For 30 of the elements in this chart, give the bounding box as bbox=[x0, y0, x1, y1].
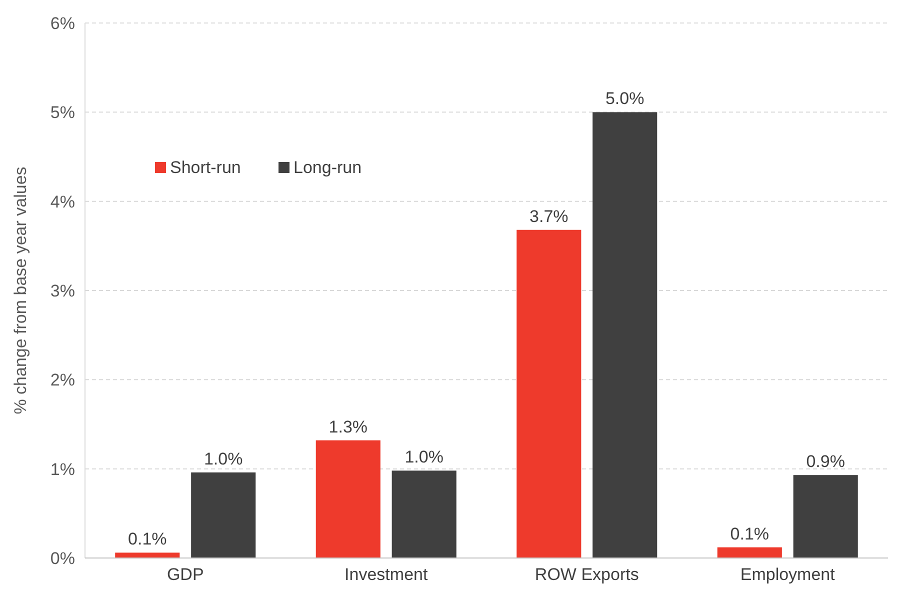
x-tick-label: Investment bbox=[344, 565, 428, 584]
legend-label: Long-run bbox=[294, 158, 362, 177]
y-axis-title: % change from base year values bbox=[11, 166, 30, 414]
bar bbox=[115, 552, 180, 558]
x-tick-label: GDP bbox=[166, 565, 204, 584]
bar bbox=[592, 112, 658, 558]
data-label: 0.1% bbox=[730, 524, 770, 544]
data-label: 0.1% bbox=[128, 530, 167, 549]
y-tick-label: 3% bbox=[50, 281, 75, 300]
x-tick-label: Employment bbox=[740, 565, 836, 584]
x-tick-label: ROW Exports bbox=[534, 565, 639, 584]
data-label: 1.3% bbox=[328, 417, 368, 436]
y-tick-label: 5% bbox=[50, 103, 75, 122]
y-tick-label: 4% bbox=[50, 192, 75, 212]
y-tick-label: 6% bbox=[50, 14, 75, 33]
legend-label: Short-run bbox=[170, 158, 241, 177]
data-label: 0.9% bbox=[806, 452, 845, 472]
bar bbox=[516, 230, 582, 558]
y-tick-label: 2% bbox=[50, 370, 75, 390]
data-label: 1.0% bbox=[404, 448, 444, 467]
y-tick-label: 1% bbox=[50, 460, 75, 479]
y-tick-label: 0% bbox=[50, 548, 75, 568]
bar bbox=[793, 475, 858, 558]
bar bbox=[316, 440, 380, 558]
bar bbox=[717, 547, 782, 558]
data-label: 3.7% bbox=[530, 206, 568, 226]
data-label: 5.0% bbox=[605, 89, 644, 108]
data-label: 1.0% bbox=[204, 449, 243, 468]
bar bbox=[392, 470, 456, 558]
bar bbox=[191, 472, 256, 558]
